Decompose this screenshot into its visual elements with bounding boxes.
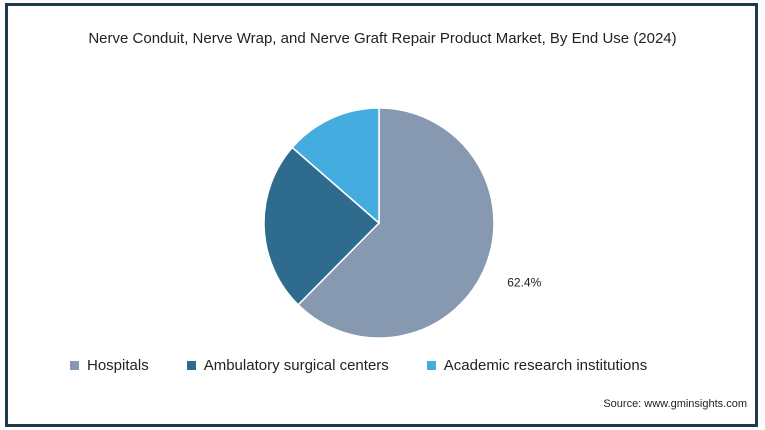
legend-swatch	[426, 361, 436, 370]
pie-slice-academic-research-institutions	[291, 107, 380, 225]
legend-swatch	[70, 361, 79, 370]
chart-legend: Hospitals Ambulatory surgical centers Acad…	[70, 357, 685, 374]
legend-label: Hospitals	[87, 357, 149, 374]
pie-slice-ambulatory-surgical-centers	[263, 146, 381, 306]
chart-title: Nerve Conduit, Nerve Wrap, and Nerve Gra…	[88, 30, 677, 47]
legend-item: Academic research institutions	[426, 357, 648, 374]
source-note: Source: www.gminsights.com	[603, 398, 747, 410]
legend-item: Hospitals	[70, 357, 149, 374]
legend-label: Ambulatory surgical centers	[203, 357, 389, 374]
legend-swatch	[186, 361, 196, 370]
data-label: 62.4%	[507, 276, 541, 290]
legend-item: Ambulatory surgical centers	[186, 357, 389, 374]
legend-label: Academic research institutions	[443, 357, 648, 374]
pie-slice-hospitals	[297, 107, 495, 339]
